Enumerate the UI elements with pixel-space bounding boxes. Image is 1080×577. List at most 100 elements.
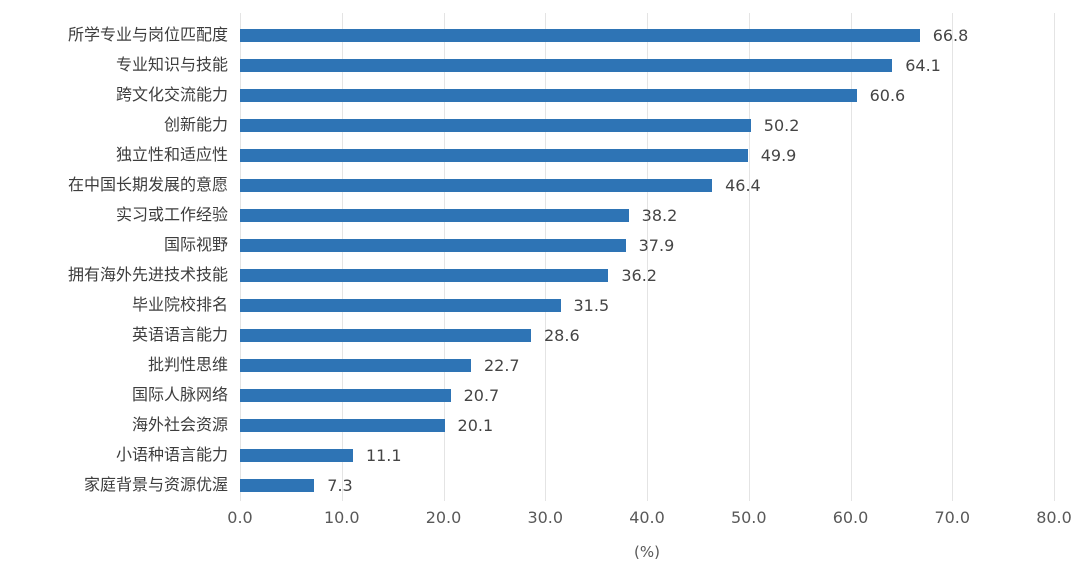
bar	[240, 448, 353, 462]
bar	[240, 328, 531, 342]
bar-track: 50.2	[240, 116, 1054, 135]
bar-track: 20.7	[240, 386, 1054, 405]
bar	[240, 268, 609, 282]
gridline	[443, 13, 445, 501]
x-tick-label: 30.0	[527, 508, 564, 527]
bar	[240, 118, 751, 132]
gridline	[341, 13, 343, 501]
value-label: 36.2	[621, 265, 657, 285]
gridline	[545, 13, 547, 501]
category-label: 家庭背景与资源优渥	[83, 475, 228, 494]
chart-row: 专业知识与技能 64.1	[0, 50, 1080, 80]
bar	[240, 238, 626, 252]
category-label: 批判性思维	[147, 355, 228, 374]
gridline	[240, 13, 241, 501]
chart-rows: 所学专业与岗位匹配度 66.8 专业知识与技能 64.1 跨文化交流能力 60.6 创新能力…	[0, 20, 1080, 500]
bar-track: 60.6	[240, 86, 1054, 105]
bar	[240, 208, 629, 222]
chart-row: 在中国长期发展的意愿 46.4	[0, 170, 1080, 200]
value-label: 20.7	[463, 385, 500, 405]
value-label: 22.7	[483, 355, 520, 375]
bar	[240, 88, 857, 102]
bar-track: 66.8	[240, 26, 1054, 45]
x-tick-label: 40.0	[629, 508, 665, 527]
value-label: 46.4	[725, 175, 761, 195]
x-tick-label: 80.0	[1036, 508, 1072, 527]
chart-row: 国际视野 37.9	[0, 230, 1080, 260]
category-label: 国际视野	[163, 235, 228, 254]
chart-row: 毕业院校排名 31.5	[0, 290, 1080, 320]
bar-track: 64.1	[240, 56, 1054, 75]
category-label: 国际人脉网络	[131, 385, 228, 404]
value-label: 31.5	[573, 295, 610, 315]
value-label: 38.2	[641, 205, 678, 225]
chart-row: 国际人脉网络 20.7	[0, 380, 1080, 410]
bar-track: 38.2	[240, 206, 1054, 225]
chart-row: 批判性思维 22.7	[0, 350, 1080, 380]
bar-track: 37.9	[240, 236, 1054, 255]
chart-row: 家庭背景与资源优渥 7.3	[0, 470, 1080, 500]
category-label: 跨文化交流能力	[115, 85, 228, 104]
category-label: 拥有海外先进技术技能	[67, 265, 228, 284]
bar-track: 49.9	[240, 146, 1054, 165]
chart-row: 创新能力 50.2	[0, 110, 1080, 140]
gridline	[647, 13, 648, 501]
x-tick-label: 0.0	[227, 508, 253, 527]
x-tick-label: 50.0	[730, 508, 767, 527]
bar-track: 36.2	[240, 266, 1054, 285]
bar	[240, 148, 748, 162]
value-label: 28.6	[544, 325, 580, 345]
category-label: 毕业院校排名	[131, 295, 228, 314]
chart-row: 实习或工作经验 38.2	[0, 200, 1080, 230]
bar	[240, 298, 561, 312]
gridline	[748, 13, 750, 501]
bar-track: 20.1	[240, 416, 1054, 435]
chart-row: 跨文化交流能力 60.6	[0, 80, 1080, 110]
category-label: 在中国长期发展的意愿	[67, 175, 228, 194]
gridlines	[240, 13, 1055, 501]
category-label: 小语种语言能力	[115, 445, 228, 464]
value-label: 64.1	[905, 55, 941, 75]
value-label: 37.9	[638, 235, 675, 255]
category-label: 所学专业与岗位匹配度	[67, 25, 228, 44]
bar	[240, 418, 445, 432]
category-label: 专业知识与技能	[115, 55, 228, 74]
bar-track: 7.3	[240, 476, 1054, 495]
chart-row: 所学专业与岗位匹配度 66.8	[0, 20, 1080, 50]
bar	[240, 358, 471, 372]
value-label: 50.2	[763, 115, 800, 135]
category-label: 海外社会资源	[131, 415, 228, 434]
value-label: 7.3	[327, 475, 353, 495]
x-tick-label: 20.0	[425, 508, 462, 527]
value-label: 11.1	[365, 445, 402, 465]
bar	[240, 58, 893, 72]
chart-row: 拥有海外先进技术技能 36.2	[0, 260, 1080, 290]
chart-row: 独立性和适应性 49.9	[0, 140, 1080, 170]
gridline	[952, 13, 954, 501]
x-axis-title: (%)	[634, 543, 660, 561]
x-tick-label: 60.0	[832, 508, 869, 527]
bar-track: 46.4	[240, 176, 1054, 195]
chart-row: 英语语言能力 28.6	[0, 320, 1080, 350]
category-label: 创新能力	[163, 115, 228, 134]
gridline	[850, 13, 852, 501]
bar	[240, 28, 920, 42]
bar	[240, 178, 713, 192]
bar-track: 28.6	[240, 326, 1054, 345]
value-label: 60.6	[869, 85, 906, 105]
bar-track: 31.5	[240, 296, 1054, 315]
chart-row: 海外社会资源 20.1	[0, 410, 1080, 440]
category-label: 实习或工作经验	[115, 205, 228, 224]
x-tick-label: 70.0	[934, 508, 971, 527]
chart-row: 小语种语言能力 11.1	[0, 440, 1080, 470]
bar-track: 11.1	[240, 446, 1054, 465]
bar	[240, 478, 315, 492]
value-label: 20.1	[457, 415, 494, 435]
bar-track: 22.7	[240, 356, 1054, 375]
category-label: 独立性和适应性	[115, 145, 228, 164]
category-label: 英语语言能力	[131, 325, 228, 344]
gridline	[1054, 13, 1055, 501]
x-axis: 0.0 10.0 20.0 30.0 40.0 50.0 60.0 70.0 80.0	[227, 508, 1072, 528]
value-label: 66.8	[932, 25, 969, 45]
